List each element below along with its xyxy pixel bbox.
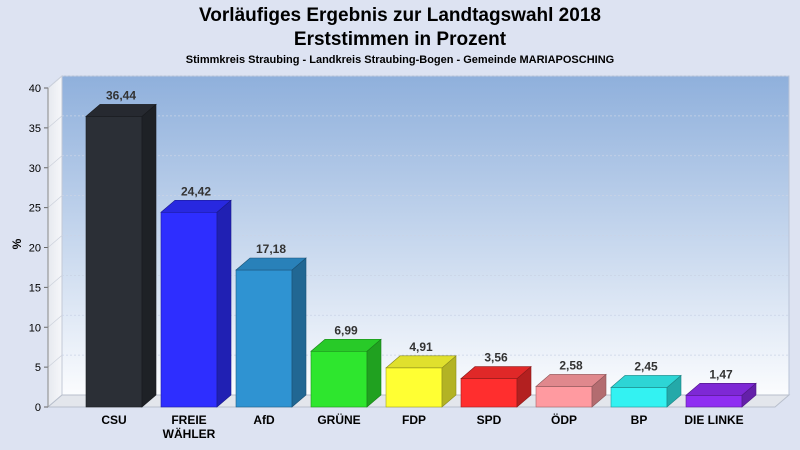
x-tick-label: FDP xyxy=(402,413,426,427)
gridline-wall xyxy=(47,235,63,248)
bar-top xyxy=(385,355,457,369)
y-tick-label: 25 xyxy=(29,203,41,215)
data-label: 36,44 xyxy=(106,88,136,102)
data-label: 17,18 xyxy=(256,242,286,256)
bar xyxy=(235,257,307,408)
bar xyxy=(85,103,157,408)
bar-front xyxy=(235,269,293,408)
y-tick-label: 30 xyxy=(29,163,41,175)
gridline-wall xyxy=(47,75,63,89)
x-tick-label: DIE LINKE xyxy=(684,413,743,427)
bar-front xyxy=(535,386,593,408)
x-tick-label: WÄHLER xyxy=(163,426,216,441)
bar-top xyxy=(310,338,382,352)
data-label: 3,56 xyxy=(484,351,508,365)
data-label: 24,42 xyxy=(181,184,211,198)
bar-top xyxy=(535,374,607,387)
data-label: 6,99 xyxy=(334,323,358,337)
x-tick-label: SPD xyxy=(477,413,502,427)
x-tick-label: CSU xyxy=(101,413,126,427)
bar-top xyxy=(685,382,757,396)
x-tick-label: GRÜNE xyxy=(317,412,360,427)
bar-side xyxy=(141,103,157,408)
bar-front xyxy=(685,394,743,408)
x-tick-label: ÖDP xyxy=(551,412,577,427)
bar xyxy=(610,374,682,408)
y-tick-label: 5 xyxy=(35,362,41,374)
bar-front xyxy=(385,367,443,408)
bar xyxy=(460,365,532,408)
y-tick-label: 15 xyxy=(29,282,41,294)
bar xyxy=(535,373,607,408)
bar-top xyxy=(610,375,682,388)
gridline-wall xyxy=(47,314,63,328)
data-label: 2,45 xyxy=(634,359,658,373)
y-tick-label: 35 xyxy=(29,123,41,135)
x-tick-label: FREIE xyxy=(171,413,206,427)
x-tick-label: BP xyxy=(631,413,648,427)
bar xyxy=(685,382,757,408)
y-tick-label: 40 xyxy=(29,83,41,95)
bar xyxy=(310,338,382,408)
y-tick-label: 0 xyxy=(35,402,41,414)
bar-front xyxy=(160,211,218,408)
bar-side xyxy=(216,199,232,408)
x-tick-label: AfD xyxy=(253,413,275,427)
y-tick-label: 10 xyxy=(29,322,41,334)
gridline-wall xyxy=(47,275,63,288)
y-axis-label: % xyxy=(10,238,24,249)
data-label: 4,91 xyxy=(409,340,433,354)
data-label: 1,47 xyxy=(709,367,733,381)
gridline-wall xyxy=(47,115,63,129)
bar xyxy=(160,199,232,408)
bar-top xyxy=(85,104,157,117)
bar-top xyxy=(460,366,532,379)
gridline-wall xyxy=(47,155,63,169)
chart-subtitle: Stimmkreis Straubing - Landkreis Straubi… xyxy=(185,54,615,66)
bar-front xyxy=(85,116,143,408)
bar xyxy=(385,355,457,408)
y-tick-label: 20 xyxy=(29,243,41,255)
data-label: 2,58 xyxy=(559,358,583,372)
bar-side xyxy=(291,257,307,408)
chart-title: Vorläufiges Ergebnis zur Landtagswahl 20… xyxy=(0,4,800,52)
bar-top xyxy=(235,257,307,271)
chart-title-line1: Vorläufiges Ergebnis zur Landtagswahl 20… xyxy=(199,5,601,26)
bar-front xyxy=(610,387,668,408)
bar-front xyxy=(460,378,518,408)
chart-title-line2: Erststimmen in Prozent xyxy=(293,29,507,50)
gridline-wall xyxy=(47,195,63,208)
bar-front xyxy=(310,350,368,408)
bar-top xyxy=(160,199,232,213)
gridline-wall xyxy=(47,354,63,368)
